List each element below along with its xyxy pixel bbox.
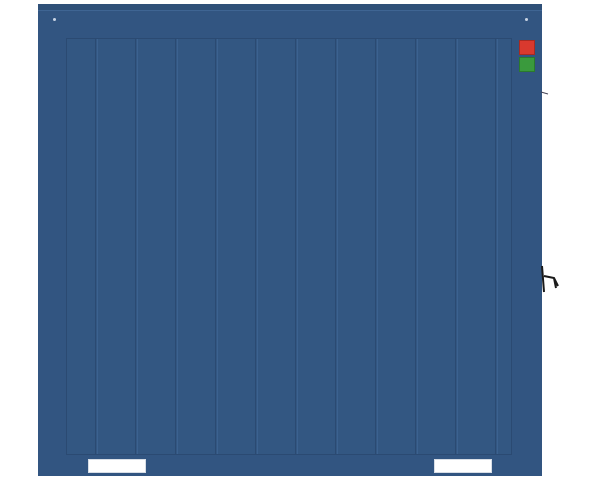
corner-bolt <box>525 18 528 21</box>
panel-rib <box>255 39 256 454</box>
panel-rib-highlight <box>297 39 298 454</box>
panel-rib <box>335 39 336 454</box>
panel-rib <box>375 39 376 454</box>
green-info-plate-icon <box>519 57 535 72</box>
latch-icon <box>540 91 549 95</box>
panel-rib <box>295 39 296 454</box>
panel-rib <box>135 39 136 454</box>
corner-bolt <box>53 18 56 21</box>
panel-rib <box>175 39 176 454</box>
forklift-slot-right <box>434 459 492 473</box>
panel-rib <box>415 39 416 454</box>
panel-rib-highlight <box>97 39 98 454</box>
panel-rib-highlight <box>497 39 498 454</box>
panel-rib-highlight <box>177 39 178 454</box>
red-warning-plate-icon <box>519 40 535 55</box>
panel-rib-highlight <box>377 39 378 454</box>
panel-rib-highlight <box>137 39 138 454</box>
panel-rib-highlight <box>457 39 458 454</box>
corrugated-panel <box>66 38 512 455</box>
door-handle-icon <box>541 265 559 293</box>
panel-rib-highlight <box>337 39 338 454</box>
panel-rib-highlight <box>417 39 418 454</box>
container-top-rail <box>38 4 542 11</box>
panel-rib-highlight <box>217 39 218 454</box>
forklift-slot-left <box>88 459 146 473</box>
panel-rib-highlight <box>257 39 258 454</box>
panel-rib <box>495 39 496 454</box>
panel-rib <box>455 39 456 454</box>
panel-rib <box>215 39 216 454</box>
panel-rib <box>95 39 96 454</box>
